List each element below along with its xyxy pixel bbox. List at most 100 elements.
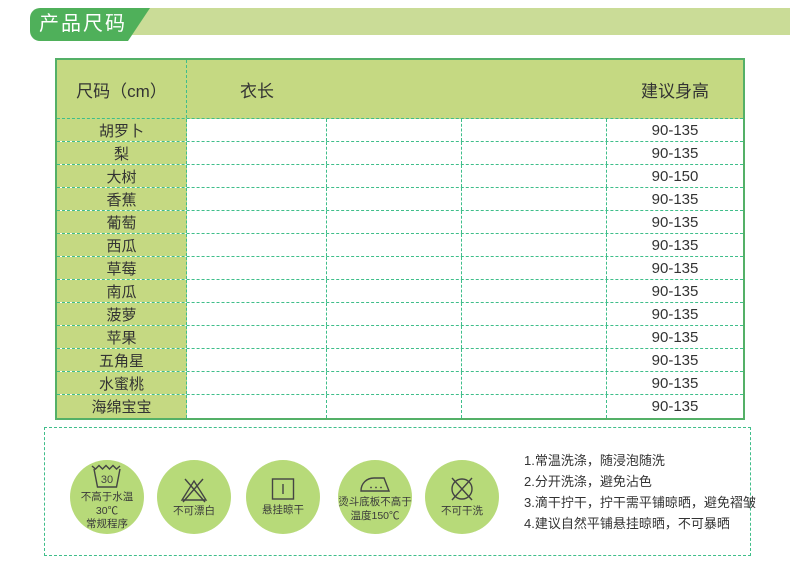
size-table: 尺码（cm） 衣长 建议身高 胡罗卜 90-135 梨 90-135 大树	[55, 58, 745, 420]
length-cell-2	[327, 372, 462, 394]
header-suggested-height: 建议身高	[641, 81, 709, 101]
care-item-iron-150: 烫斗底板不高于 温度150℃	[338, 460, 412, 534]
table-row: 胡罗卜 90-135	[57, 119, 743, 142]
height-cell: 90-150	[651, 167, 699, 185]
height-cell: 90-135	[651, 398, 699, 415]
care-label-2: 温度150℃	[350, 509, 400, 522]
table-row: 西瓜 90-135	[57, 234, 743, 257]
length-cell-3	[462, 395, 607, 418]
length-cell-3	[462, 165, 607, 187]
care-item-hang-dry: 悬挂晾干	[246, 460, 320, 534]
care-label: 不可干洗	[441, 505, 483, 518]
wash-tub-30-icon: 30	[91, 464, 121, 488]
height-cell: 90-135	[651, 328, 699, 346]
length-cell-2	[327, 326, 462, 348]
header-garment-length: 衣长	[240, 81, 274, 101]
length-cell-3	[462, 211, 607, 233]
length-cell-2	[327, 257, 462, 279]
length-cell-3	[462, 188, 607, 210]
height-cell: 90-135	[651, 213, 699, 231]
table-row: 苹果 90-135	[57, 326, 743, 349]
care-note-1: 1.常温洗涤，随浸泡随洗	[524, 453, 665, 468]
length-cell-3	[462, 257, 607, 279]
table-row: 梨 90-135	[57, 142, 743, 165]
height-cell: 90-135	[651, 121, 699, 139]
size-name-cell: 五角星	[57, 349, 187, 371]
table-row: 大树 90-150	[57, 165, 743, 188]
header-spacer-2	[462, 60, 607, 118]
size-name-cell: 南瓜	[57, 280, 187, 302]
page-title: 产品尺码	[30, 8, 150, 41]
length-cell-3	[462, 326, 607, 348]
table-row: 水蜜桃 90-135	[57, 372, 743, 395]
height-cell: 90-135	[651, 282, 699, 300]
care-label: 不高于水温30℃	[80, 491, 134, 517]
length-cell-2	[327, 211, 462, 233]
height-cell: 90-135	[651, 144, 699, 162]
care-note-3: 3.滴干拧干，拧干需平铺晾晒，避免褶皱	[524, 495, 756, 510]
length-cell-2	[327, 395, 462, 418]
length-cell-3	[462, 349, 607, 371]
size-name-cell: 苹果	[57, 326, 187, 348]
length-cell-3	[462, 303, 607, 325]
care-label: 不可漂白	[173, 504, 215, 517]
length-cell-3	[462, 280, 607, 302]
length-cell-2	[327, 349, 462, 371]
height-cell: 90-135	[651, 236, 699, 254]
table-row: 南瓜 90-135	[57, 280, 743, 303]
table-row: 五角星 90-135	[57, 349, 743, 372]
iron-icon	[360, 477, 391, 492]
care-note-2: 2.分开洗涤，避免沾色	[524, 474, 652, 489]
hang-dry-icon	[271, 478, 295, 500]
length-cell-1	[187, 349, 327, 371]
length-cell-1	[187, 395, 327, 418]
size-name-cell: 草莓	[57, 257, 187, 279]
length-cell-3	[462, 119, 607, 141]
table-row: 草莓 90-135	[57, 257, 743, 280]
care-label: 烫斗底板不高于	[338, 495, 412, 508]
care-label-2: 常规程序	[86, 518, 128, 531]
care-notes: 1.常温洗涤，随浸泡随洗 2.分开洗涤，避免沾色 3.滴干拧干，拧干需平铺晾晒，…	[524, 450, 756, 534]
table-body: 胡罗卜 90-135 梨 90-135 大树 90-150 香蕉 90	[57, 119, 743, 418]
svg-text:30: 30	[101, 474, 113, 486]
header-size-cm: 尺码（cm）	[57, 60, 187, 118]
length-cell-1	[187, 234, 327, 256]
length-cell-2	[327, 142, 462, 164]
length-cell-1	[187, 257, 327, 279]
length-cell-1	[187, 303, 327, 325]
table-row: 葡萄 90-135	[57, 211, 743, 234]
no-bleach-icon	[180, 478, 208, 503]
size-name-cell: 大树	[57, 165, 187, 187]
length-cell-2	[327, 303, 462, 325]
length-cell-2	[327, 165, 462, 187]
banner-ribbon-strip	[124, 8, 790, 35]
size-name-cell: 葡萄	[57, 211, 187, 233]
height-cell: 90-135	[651, 190, 699, 208]
no-dry-clean-icon	[451, 477, 473, 501]
table-row: 海绵宝宝 90-135	[57, 395, 743, 418]
size-name-cell: 海绵宝宝	[57, 395, 187, 418]
care-note-4: 4.建议自然平铺悬挂晾晒，不可暴晒	[524, 516, 730, 531]
length-cell-1	[187, 372, 327, 394]
length-cell-2	[327, 234, 462, 256]
length-cell-1	[187, 326, 327, 348]
size-name-cell: 菠萝	[57, 303, 187, 325]
size-name-cell: 胡罗卜	[57, 119, 187, 141]
size-name-cell: 西瓜	[57, 234, 187, 256]
table-header-row: 尺码（cm） 衣长 建议身高	[57, 60, 743, 119]
care-instructions-box: 30 不高于水温30℃ 常规程序 不可漂白 悬挂晾干	[44, 427, 756, 556]
length-cell-3	[462, 372, 607, 394]
height-cell: 90-135	[651, 305, 699, 323]
height-cell: 90-135	[651, 351, 699, 369]
length-cell-1	[187, 280, 327, 302]
length-cell-2	[327, 188, 462, 210]
care-item-no-dry-clean: 不可干洗	[425, 460, 499, 534]
length-cell-2	[327, 119, 462, 141]
table-row: 菠萝 90-135	[57, 303, 743, 326]
length-cell-1	[187, 119, 327, 141]
height-cell: 90-135	[651, 374, 699, 392]
length-cell-1	[187, 142, 327, 164]
length-cell-1	[187, 211, 327, 233]
size-name-cell: 梨	[57, 142, 187, 164]
